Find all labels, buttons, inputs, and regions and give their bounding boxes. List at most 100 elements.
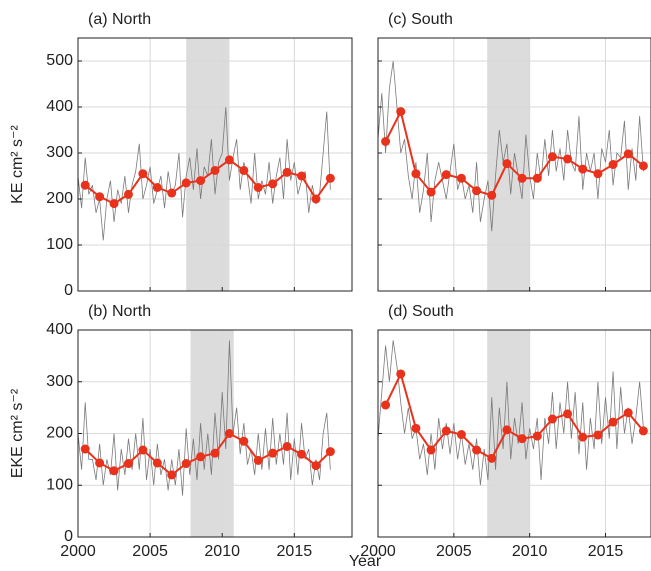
annual-marker [123, 189, 133, 199]
annual-marker [297, 171, 307, 181]
annual-marker [80, 444, 90, 454]
y-tick-label: 200 [46, 190, 73, 207]
annual-marker [487, 453, 497, 463]
annual-marker [593, 169, 603, 179]
annual-marker [282, 441, 292, 451]
annual-marker [441, 170, 451, 180]
annual-marker [152, 458, 162, 468]
x-tick-label: 2015 [588, 543, 624, 560]
panel-title: (d) South [388, 303, 454, 320]
x-tick-label: 2005 [436, 543, 472, 560]
annual-marker [396, 107, 406, 117]
y-tick-label: 0 [64, 528, 73, 545]
panel-frame [77, 329, 353, 538]
annual-marker [167, 188, 177, 198]
annual-marker [381, 137, 391, 146]
annual-marker [532, 173, 542, 183]
y-axis-label: KE cm² s⁻² [9, 125, 26, 204]
annual-marker [623, 408, 633, 418]
y-tick-label: 100 [46, 236, 73, 253]
y-tick-label: 0 [64, 282, 73, 299]
annual-marker [138, 445, 148, 455]
y-tick-label: 300 [46, 144, 73, 161]
annual-marker [638, 426, 648, 436]
annual-marker [325, 173, 335, 183]
annual-marker [167, 470, 177, 480]
annual-marker [441, 426, 451, 436]
x-tick-label: 2010 [204, 543, 240, 560]
y-tick-label: 100 [46, 476, 73, 493]
y-tick-label: 200 [46, 425, 73, 442]
y-tick-label: 300 [46, 373, 73, 390]
annual-marker [456, 173, 466, 183]
annual-marker [224, 155, 234, 165]
annual-marker [95, 458, 105, 468]
y-axis-label: EKE cm² s⁻² [9, 388, 26, 478]
panel-frame [377, 37, 651, 292]
annual-marker [239, 436, 249, 446]
annual-marker [239, 165, 249, 175]
annual-marker [268, 179, 278, 189]
panel [78, 38, 352, 291]
annual-marker [210, 165, 220, 175]
annual-marker [547, 152, 557, 162]
annual-marker [456, 430, 466, 440]
annual-marker [253, 455, 263, 465]
annual-marker [472, 445, 482, 455]
x-tick-label: 2000 [360, 543, 396, 560]
panel [78, 330, 352, 537]
annual-marker [638, 161, 648, 171]
annual-marker [196, 452, 206, 462]
annual-marker [608, 417, 618, 427]
x-tick-label: 2000 [60, 543, 96, 560]
monthly-line [378, 340, 644, 486]
annual-marker [426, 187, 436, 197]
annual-marker [138, 169, 148, 179]
monthly-line [378, 60, 644, 232]
x-axis-label: Year [349, 553, 382, 570]
annual-marker [311, 461, 321, 471]
panel-frame [77, 37, 353, 292]
y-tick-label: 400 [46, 321, 73, 338]
annual-marker [152, 183, 162, 192]
annual-marker [196, 176, 206, 186]
panel-frame [377, 329, 651, 538]
annual-marker [268, 448, 278, 458]
panel [378, 330, 651, 537]
annual-marker [297, 449, 307, 459]
panel-title: (a) North [88, 11, 151, 28]
annual-marker [224, 429, 234, 438]
annual-marker [181, 459, 191, 469]
annual-marker [472, 186, 482, 196]
annual-marker [311, 194, 321, 204]
annual-marker [253, 183, 263, 192]
x-tick-label: 2015 [277, 543, 313, 560]
y-tick-label: 500 [46, 52, 73, 69]
annual-marker [578, 164, 588, 174]
annual-marker [487, 190, 497, 200]
annual-marker [411, 169, 421, 179]
annual-marker [608, 160, 618, 169]
y-tick-label: 400 [46, 98, 73, 115]
panel-title: (c) South [388, 11, 453, 28]
x-tick-label: 2010 [512, 543, 548, 560]
annual-marker [123, 459, 133, 469]
annual-marker [396, 369, 406, 379]
annual-marker [109, 466, 119, 476]
panel-title: (b) North [88, 303, 151, 320]
annual-marker [623, 149, 633, 159]
annual-marker [210, 448, 220, 458]
annual-marker [426, 445, 436, 455]
monthly-line [78, 340, 331, 496]
annual-marker [109, 199, 119, 209]
annual-marker [517, 173, 527, 183]
annual-marker [502, 159, 512, 169]
annual-marker [563, 154, 573, 164]
annual-marker [381, 400, 391, 410]
annual-marker [547, 414, 557, 424]
annual-marker [517, 434, 527, 444]
x-tick-label: 2005 [132, 543, 168, 560]
annual-marker [578, 432, 588, 442]
annual-marker [563, 409, 573, 419]
